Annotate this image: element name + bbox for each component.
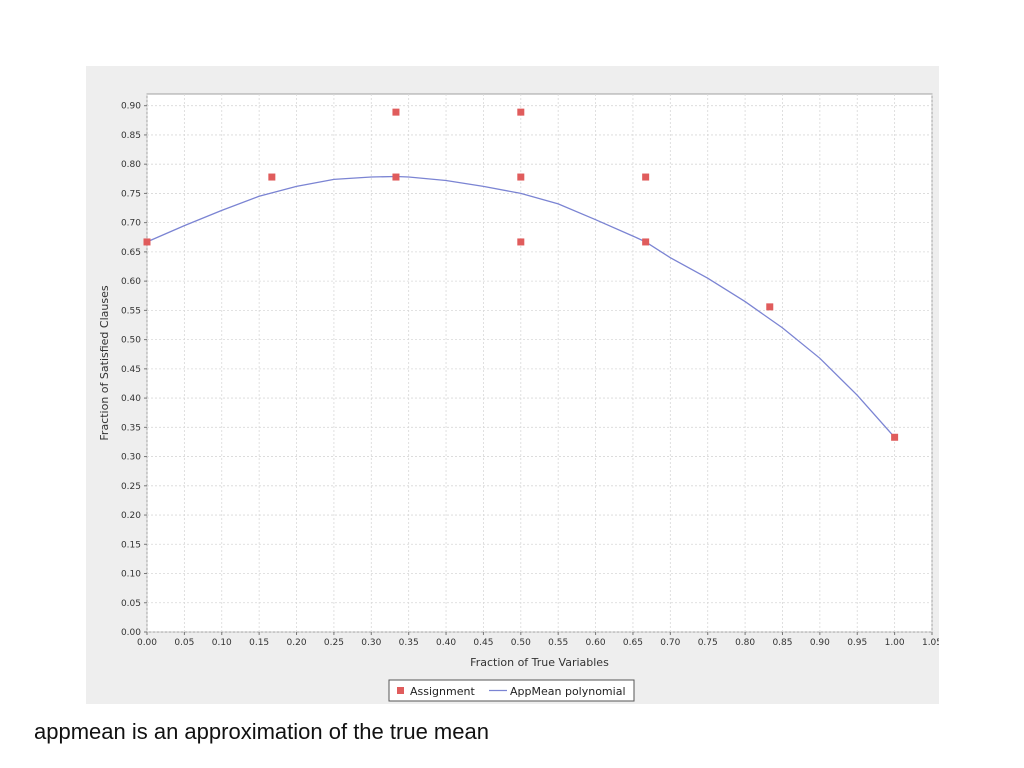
x-tick-label: 1.05 (922, 638, 939, 648)
y-tick-label: 0.45 (121, 365, 141, 375)
chart-panel: 0.00 0.05 0.10 0.15 0.20 0.25 0.30 0.35 0.40 0.45… (86, 66, 939, 704)
y-tick-label: 0.50 (121, 336, 141, 346)
y-tick-label: 0.40 (121, 394, 141, 404)
legend-marker-assignment (397, 687, 404, 694)
y-tick-label: 0.35 (121, 423, 141, 433)
x-tick-label: 0.30 (361, 638, 381, 648)
y-tick-label: 0.20 (121, 511, 141, 521)
x-tick-label: 0.70 (660, 638, 680, 648)
legend-label-assignment: Assignment (410, 685, 475, 698)
x-tick-label: 0.60 (586, 638, 606, 648)
grid (146, 94, 933, 633)
x-tick-label: 0.80 (735, 638, 755, 648)
assignment-point (517, 238, 525, 246)
x-tick-label: 0.50 (511, 638, 531, 648)
x-tick-label: 0.75 (698, 638, 718, 648)
assignment-point (766, 303, 774, 311)
y-tick-label: 0.65 (121, 248, 141, 258)
assignment-point (891, 433, 899, 441)
x-tick-label: 0.15 (249, 638, 269, 648)
x-tick-label: 0.10 (212, 638, 232, 648)
scatter-chart: 0.00 0.05 0.10 0.15 0.20 0.25 0.30 0.35 0.40 0.45… (98, 93, 939, 702)
y-tick-label: 0.30 (121, 453, 141, 463)
x-tick-label: 0.95 (847, 638, 867, 648)
y-tick-label: 0.90 (121, 102, 141, 112)
slide-caption: appmean is an approximation of the true … (34, 719, 489, 744)
x-tick-label: 0.00 (137, 638, 157, 648)
x-tick-label: 0.85 (772, 638, 792, 648)
x-tick-label: 1.00 (885, 638, 905, 648)
x-tick-label: 0.90 (810, 638, 830, 648)
x-tick-label: 0.20 (287, 638, 307, 648)
x-tick-label: 0.05 (174, 638, 194, 648)
y-axis-title: Fraction of Satisfied Clauses (98, 285, 111, 440)
series-layer (143, 108, 899, 441)
y-tick-label: 0.00 (121, 628, 141, 638)
assignment-point (143, 238, 151, 246)
assignment-point (642, 173, 650, 181)
assignment-point (517, 173, 525, 181)
legend: Assignment AppMean polynomial (388, 679, 635, 702)
assignment-point (517, 108, 525, 116)
legend-label-appmean: AppMean polynomial (510, 685, 626, 698)
x-tick-label: 0.25 (324, 638, 344, 648)
y-tick-label: 0.10 (121, 570, 141, 580)
x-tick-label: 0.45 (473, 638, 493, 648)
x-tick-label: 0.35 (399, 638, 419, 648)
x-tick-label: 0.55 (548, 638, 568, 648)
x-tick-label: 0.40 (436, 638, 456, 648)
plot-area (146, 93, 933, 633)
legend-box (388, 679, 635, 702)
y-tick-label: 0.70 (121, 219, 141, 229)
y-tick-label: 0.15 (121, 540, 141, 550)
y-tick-label: 0.05 (121, 599, 141, 609)
x-tick-label: 0.65 (623, 638, 643, 648)
y-tick-label: 0.75 (121, 189, 141, 199)
assignment-point (268, 173, 276, 181)
assignment-point (392, 108, 400, 116)
y-tick-label: 0.60 (121, 277, 141, 287)
assignment-point (392, 173, 400, 181)
y-tick-label: 0.85 (121, 131, 141, 141)
axes: 0.00 0.05 0.10 0.15 0.20 0.25 0.30 0.35 0.40 0.45… (121, 102, 939, 648)
assignment-point (642, 238, 650, 246)
appmean-polynomial-line (146, 175, 896, 438)
x-axis-title: Fraction of True Variables (470, 656, 609, 669)
y-tick-label: 0.80 (121, 160, 141, 170)
y-tick-label: 0.25 (121, 482, 141, 492)
y-tick-label: 0.55 (121, 306, 141, 316)
